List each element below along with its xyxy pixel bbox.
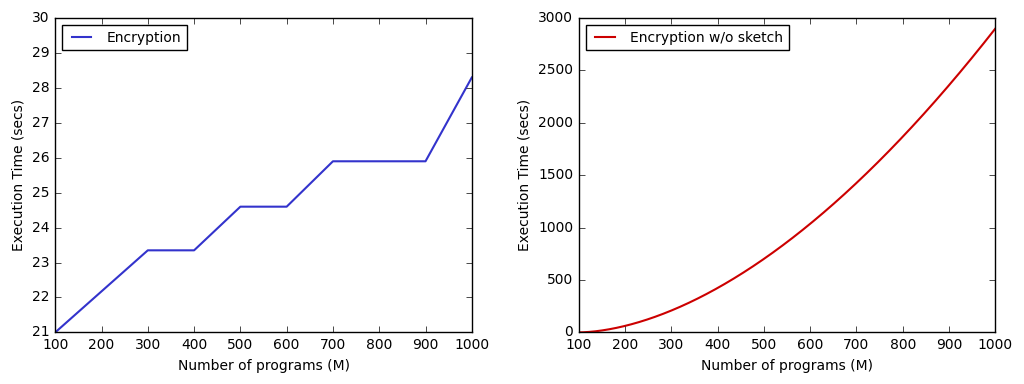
X-axis label: Number of programs (M): Number of programs (M) — [701, 359, 873, 373]
Legend: Encryption w/o sketch: Encryption w/o sketch — [586, 25, 788, 50]
Legend: Encryption: Encryption — [62, 25, 186, 50]
Y-axis label: Execution Time (secs): Execution Time (secs) — [11, 99, 26, 251]
X-axis label: Number of programs (M): Number of programs (M) — [177, 359, 349, 373]
Y-axis label: Execution Time (secs): Execution Time (secs) — [517, 99, 531, 251]
